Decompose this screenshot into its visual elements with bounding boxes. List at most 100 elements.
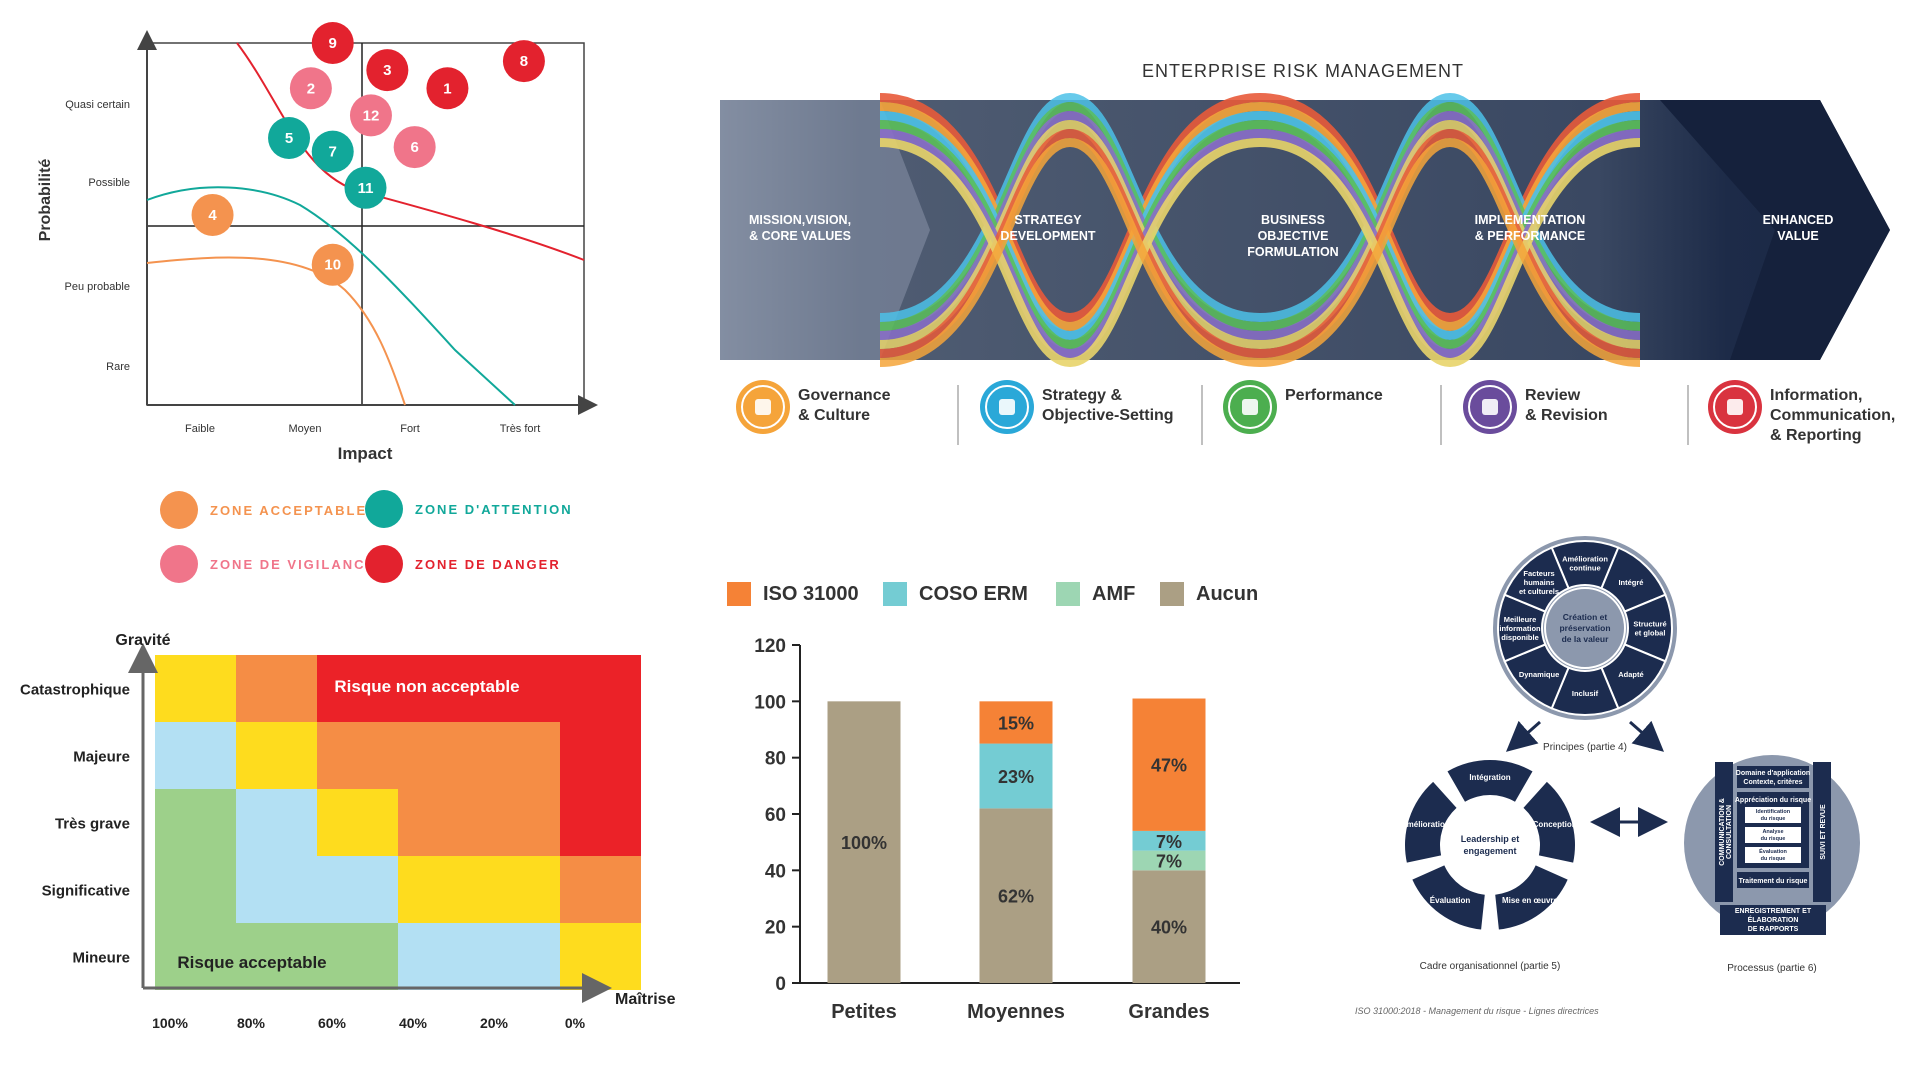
heat-cell	[155, 856, 236, 923]
legend-acceptable: ZONE ACCEPTABLE	[160, 491, 367, 529]
assessment-step	[1745, 807, 1801, 823]
gears-icon-ring	[985, 385, 1029, 429]
helix-ribbon	[879, 92, 1261, 322]
legend-iso-31000: ISO 31000	[727, 582, 859, 606]
risk-circle	[311, 22, 354, 64]
amf-swatch	[1056, 582, 1080, 606]
principle-label: Structuré	[1633, 620, 1666, 629]
heat-cell	[560, 923, 641, 990]
heat-cell	[560, 789, 641, 856]
risk-marker-5[interactable]: 5	[268, 117, 311, 160]
bar-y-tick-label: 60	[765, 805, 786, 826]
assessment-step-label: Analyse	[1762, 829, 1783, 835]
erm-component-label: Performance	[1285, 387, 1383, 404]
helix-ribbon	[1259, 120, 1641, 350]
risk-marker-6[interactable]: 6	[393, 126, 436, 169]
erm-ribbons	[879, 92, 1641, 368]
risk-marker-2[interactable]: 2	[289, 67, 332, 110]
risk-marker-3[interactable]: 3	[366, 49, 409, 92]
matrix-x-tick: Très fort	[500, 423, 541, 435]
aucun-swatch	[1160, 582, 1184, 606]
legend-iso-label: ISO 31000	[763, 582, 859, 605]
bar-y-tick-label: 80	[765, 749, 786, 770]
heat-col-label: 0%	[565, 1015, 586, 1031]
erm-stage-text: & PERFORMANCE	[1475, 229, 1585, 243]
bar-data-label: 7%	[1156, 832, 1182, 852]
helix-ribbon	[1259, 137, 1641, 367]
helix-ribbon	[1259, 128, 1641, 358]
risk-marker-12[interactable]: 12	[349, 94, 392, 137]
erm-component-4[interactable]: Review & Revision	[1463, 380, 1608, 434]
assessment-step	[1745, 827, 1801, 843]
helix-ribbon	[879, 129, 1261, 359]
heat-cell	[560, 722, 641, 789]
helix-ribbon	[879, 119, 1261, 349]
risk-marker-4[interactable]: 4	[191, 193, 234, 236]
bar-data-label: 23%	[998, 767, 1034, 787]
heat-cell	[479, 923, 560, 990]
erm-component-2[interactable]: Strategy & Objective-Setting	[980, 380, 1174, 434]
legend-attention: ZONE D'ATTENTION	[365, 490, 573, 528]
risk-marker-9[interactable]: 9	[311, 22, 354, 64]
erm-component-label: & Culture	[798, 407, 870, 424]
heat-cell	[398, 923, 479, 990]
process-caption: Processus (partie 6)	[1727, 963, 1816, 974]
erm-title: ENTERPRISE RISK MANAGEMENT	[1142, 61, 1464, 81]
acceptable-swatch	[160, 491, 198, 529]
helix-ribbon	[879, 101, 1261, 331]
risk-marker-1[interactable]: 1	[426, 67, 469, 110]
principle-label: Meilleure	[1504, 615, 1537, 624]
principle-label: et culturels	[1519, 587, 1559, 596]
erm-component-3[interactable]: Performance	[1223, 380, 1383, 434]
framework-center-label: Leadership et	[1461, 834, 1520, 844]
risk-marker-8[interactable]: 8	[502, 40, 545, 83]
risk-matrix-chart: Quasi certain Possible Peu probable Rare Fa…	[37, 22, 598, 463]
helix-ribbon	[879, 128, 1261, 358]
risk-marker-11[interactable]: 11	[344, 166, 387, 209]
risk-circle	[268, 117, 311, 160]
bar-segment	[1132, 870, 1206, 983]
people-icon-glyph	[755, 399, 771, 415]
assessment-step-label: Évaluation	[1759, 847, 1787, 855]
heat-cell	[317, 722, 398, 789]
heat-row-label: Mineure	[72, 950, 130, 967]
recording-label: DE RAPPORTS	[1748, 926, 1799, 933]
people-icon-ring	[741, 385, 785, 429]
erm-stage-text: MISSION,VISION,	[749, 213, 851, 227]
risk-label: 6	[410, 139, 418, 156]
legend-amf: AMF	[1056, 582, 1135, 606]
principle-label: information	[1499, 624, 1541, 633]
heat-cell	[317, 789, 398, 856]
matrix-y-tick: Quasi certain	[65, 99, 130, 111]
heat-cell	[236, 655, 317, 722]
principle-segment	[1503, 546, 1570, 613]
heat-col-label: 100%	[152, 1015, 188, 1031]
erm-stage-5: ENHANCED VALUE	[1763, 213, 1834, 243]
legend-coso-label: COSO ERM	[919, 582, 1028, 605]
bar-y-tick-label: 120	[754, 636, 786, 657]
framework-segment	[1412, 865, 1485, 930]
risk-marker-10[interactable]: 10	[311, 243, 354, 286]
helix-ribbon	[1259, 111, 1641, 341]
risk-circle	[366, 49, 409, 92]
bar-data-label: 7%	[1156, 851, 1182, 871]
bar-segment	[827, 701, 901, 983]
heatmap-chart: Catastrophique Majeure Très grave Significa…	[20, 632, 676, 1031]
attention-boundary-curve	[146, 186, 516, 406]
framework-label: Conception	[1533, 820, 1577, 829]
heat-cell	[398, 655, 479, 722]
legend-danger: ZONE DE DANGER	[365, 545, 561, 583]
scope-box	[1737, 766, 1809, 788]
erm-component-1[interactable]: Governance & Culture	[736, 380, 891, 434]
erm-stage-text: STRATEGY	[1014, 213, 1082, 227]
bar-y-tick-label: 100	[754, 692, 786, 713]
erm-stage-text: OBJECTIVE	[1258, 229, 1329, 243]
erm-component-5[interactable]: Information, Communication, & Reporting	[1708, 380, 1895, 444]
risk-marker-7[interactable]: 7	[311, 130, 354, 173]
erm-component-label: & Reporting	[1770, 427, 1862, 444]
scope-label: Contexte, critères	[1743, 779, 1802, 786]
principles-caption: Principes (partie 4)	[1543, 742, 1627, 753]
bar-category-label: Grandes	[1128, 1001, 1209, 1023]
bar-chart-icon-glyph	[1727, 399, 1743, 415]
